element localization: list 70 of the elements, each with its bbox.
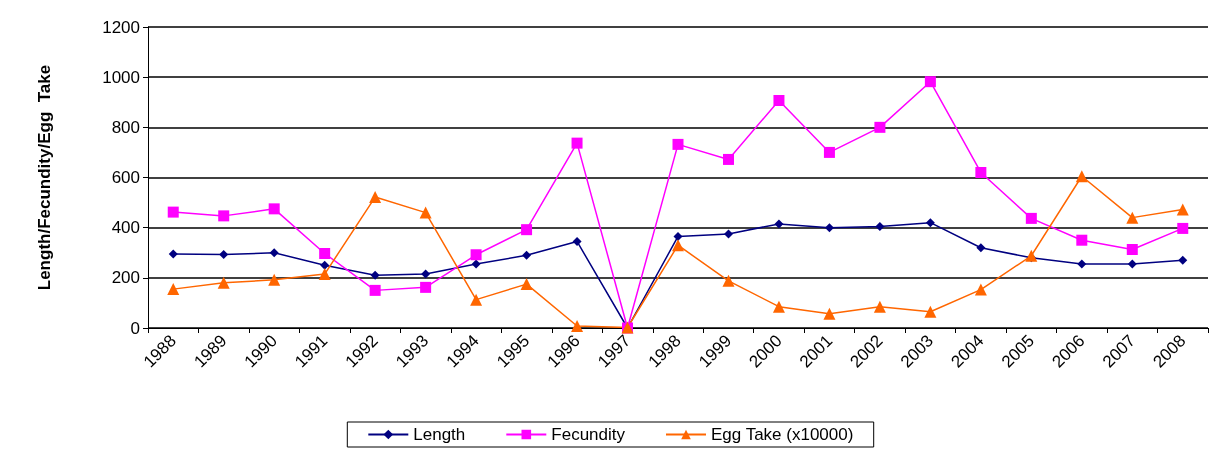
point [1025, 212, 1037, 224]
point [268, 273, 281, 286]
point [672, 239, 684, 252]
point [722, 153, 734, 165]
point [571, 137, 583, 149]
y-axis-title: Length/Fecundity/Egg Take [35, 64, 54, 291]
point [1127, 259, 1137, 269]
point [1126, 211, 1139, 224]
point [168, 249, 178, 259]
point [219, 250, 229, 260]
point [924, 76, 936, 88]
point [1178, 255, 1188, 265]
point [974, 283, 987, 296]
point [975, 166, 987, 178]
point [875, 221, 885, 231]
point [470, 249, 482, 261]
y-tick-label: 800 [111, 117, 140, 137]
point [318, 268, 331, 281]
point [420, 281, 432, 293]
legend-label: Fecundity [551, 425, 626, 444]
point [572, 236, 582, 246]
point [673, 231, 683, 241]
point [522, 250, 532, 260]
y-tick-label: 0 [130, 318, 140, 338]
point [772, 300, 785, 313]
point [370, 270, 380, 280]
point [925, 218, 935, 228]
y-tick-label: 400 [111, 218, 140, 238]
point [976, 243, 986, 253]
point [217, 276, 230, 289]
point [269, 248, 279, 258]
y-tick-label: 200 [111, 268, 140, 288]
legend-label: Length [413, 425, 466, 444]
point [218, 210, 230, 222]
point [1126, 243, 1138, 255]
point [722, 274, 735, 287]
point [419, 206, 432, 219]
point [571, 319, 584, 332]
point [1076, 234, 1088, 246]
y-tick-label: 600 [111, 168, 140, 187]
y-tick-label: 1000 [102, 67, 140, 87]
point [824, 223, 834, 233]
legend-label: Egg Take (x10000) [711, 425, 854, 444]
point [1075, 170, 1088, 183]
point [319, 248, 331, 259]
point [773, 94, 785, 106]
point [672, 138, 684, 150]
point [873, 300, 886, 313]
point [470, 293, 483, 306]
point [823, 146, 835, 158]
point [1177, 222, 1189, 234]
point [874, 121, 886, 133]
point [369, 284, 381, 296]
point [320, 260, 330, 270]
point [421, 269, 431, 279]
point [1077, 259, 1087, 269]
point [167, 206, 179, 218]
point [521, 224, 533, 236]
point [1025, 249, 1038, 262]
point [167, 283, 180, 296]
point [520, 278, 533, 291]
point [823, 307, 836, 320]
point [471, 259, 481, 269]
point [924, 305, 937, 318]
point [369, 191, 382, 204]
y-tick-label: 1200 [102, 17, 140, 37]
point [723, 229, 733, 239]
point [1176, 203, 1189, 216]
point [774, 219, 784, 229]
point [268, 203, 280, 215]
